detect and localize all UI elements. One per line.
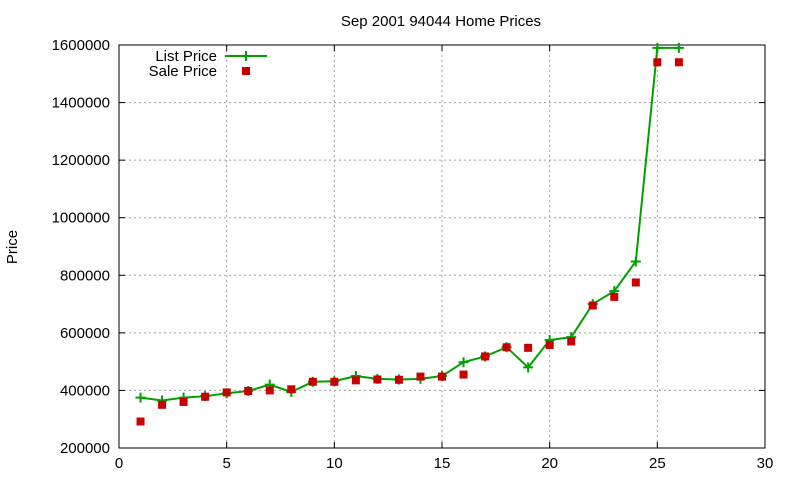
y-tick-label: 400000 <box>60 382 110 399</box>
sale-price-point <box>287 385 296 394</box>
sale-price-point <box>244 387 253 396</box>
x-tick-label: 20 <box>541 455 558 472</box>
grid <box>119 45 765 448</box>
sale-price-point <box>631 278 640 287</box>
sale-price-point <box>459 370 468 379</box>
x-tick-label: 10 <box>326 455 343 472</box>
sale-price-point <box>330 377 339 386</box>
list-price-point <box>652 42 663 53</box>
x-tick-label: 25 <box>649 455 666 472</box>
sale-price-point <box>373 375 382 384</box>
x-tick-label: 5 <box>222 455 230 472</box>
sale-price-point <box>524 343 533 352</box>
y-tick-label: 1000000 <box>52 210 110 227</box>
sale-price-point <box>588 301 597 310</box>
list-price-point <box>458 357 469 368</box>
sale-price-point <box>545 340 554 349</box>
x-tick-label: 0 <box>115 455 123 472</box>
y-tick-label: 200000 <box>60 440 110 457</box>
y-axis-title: Price <box>4 230 21 264</box>
series <box>135 42 684 426</box>
legend-marker-list-price <box>241 51 251 61</box>
x-tick-label: 15 <box>434 455 451 472</box>
legend-marker-sale-price <box>242 67 250 75</box>
legend-label-sale-price: Sale Price <box>149 63 217 80</box>
sale-price-point <box>502 343 511 352</box>
sale-price-point <box>136 417 145 426</box>
sale-price-point <box>351 376 360 385</box>
sale-price-point <box>158 400 167 409</box>
legend: List Price Sale Price <box>149 48 267 80</box>
sale-price-point <box>610 292 619 301</box>
legend-label-list-price: List Price <box>155 48 217 65</box>
y-tick-label: 800000 <box>60 267 110 284</box>
sale-price-point <box>201 392 210 401</box>
chart-title: Sep 2001 94044 Home Prices <box>341 13 541 30</box>
list-price-line <box>140 46 679 402</box>
sale-price-point <box>179 397 188 406</box>
sale-price-point <box>567 337 576 346</box>
list-price-point <box>523 362 534 373</box>
sale-price-point <box>674 58 683 67</box>
list-price-point <box>673 42 684 53</box>
sale-price-point <box>438 372 446 381</box>
x-tick-label: 30 <box>757 455 774 472</box>
sale-price-point <box>265 386 274 395</box>
sale-price-point <box>416 372 425 381</box>
y-tick-label: 1600000 <box>52 37 110 54</box>
sale-price-point <box>481 352 490 361</box>
y-tick-label: 600000 <box>60 325 110 342</box>
sale-price-point <box>394 375 403 384</box>
sale-price-point <box>653 58 662 67</box>
y-tick-label: 1200000 <box>52 152 110 169</box>
sale-price-point <box>308 377 317 386</box>
y-tick-label: 1400000 <box>52 95 110 112</box>
list-price-point <box>135 392 146 403</box>
axis-ticks: 0 5 10 15 20 25 30 200000 400000 600000 800000 1000… <box>52 37 774 472</box>
sale-price-point <box>222 388 231 397</box>
list-price-point <box>630 256 641 267</box>
